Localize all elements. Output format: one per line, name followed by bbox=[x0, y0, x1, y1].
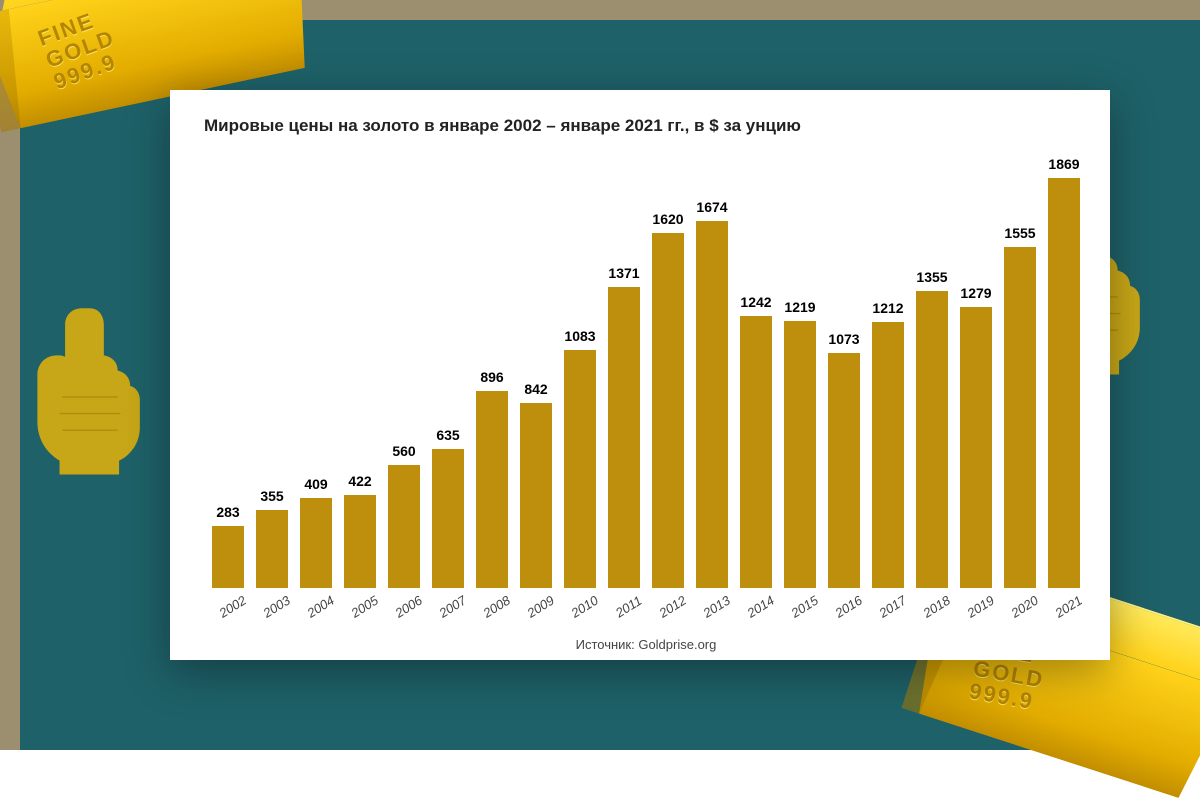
bar-value-label: 1620 bbox=[652, 211, 683, 227]
bar-rect bbox=[872, 322, 904, 588]
bar-value-label: 1869 bbox=[1048, 156, 1079, 172]
bar-rect bbox=[608, 287, 640, 588]
x-axis-label: 2012 bbox=[651, 589, 695, 624]
bar-rect bbox=[564, 350, 596, 588]
bar-value-label: 1219 bbox=[784, 299, 815, 315]
x-axis-label: 2005 bbox=[343, 589, 387, 624]
bar-value-label: 1355 bbox=[916, 269, 947, 285]
bar-value-label: 842 bbox=[524, 381, 547, 397]
bar-rect bbox=[432, 449, 464, 588]
bar-2004: 409 bbox=[295, 150, 337, 588]
bar-2016: 1073 bbox=[823, 150, 865, 588]
x-axis-label: 2021 bbox=[1047, 589, 1091, 624]
bar-rect bbox=[256, 510, 288, 588]
bar-value-label: 635 bbox=[436, 427, 459, 443]
x-axis-label: 2002 bbox=[211, 589, 255, 624]
bar-2009: 842 bbox=[515, 150, 557, 588]
bar-rect bbox=[1048, 178, 1080, 588]
bar-2015: 1219 bbox=[779, 150, 821, 588]
bar-2021: 1869 bbox=[1043, 150, 1085, 588]
x-axis-label: 2014 bbox=[739, 589, 783, 624]
bar-2018: 1355 bbox=[911, 150, 953, 588]
bar-value-label: 1279 bbox=[960, 285, 991, 301]
bar-value-label: 409 bbox=[304, 476, 327, 492]
bar-2006: 560 bbox=[383, 150, 425, 588]
x-axis-label: 2008 bbox=[475, 589, 519, 624]
bar-value-label: 355 bbox=[260, 488, 283, 504]
bar-rect bbox=[388, 465, 420, 588]
bar-rect bbox=[652, 233, 684, 588]
bar-value-label: 1242 bbox=[740, 294, 771, 310]
x-axis-label: 2017 bbox=[871, 589, 915, 624]
bar-value-label: 1212 bbox=[872, 300, 903, 316]
bar-2020: 1555 bbox=[999, 150, 1041, 588]
bar-value-label: 1674 bbox=[696, 199, 727, 215]
x-axis-label: 2003 bbox=[255, 589, 299, 624]
bar-rect bbox=[212, 526, 244, 588]
bar-rect bbox=[476, 391, 508, 588]
x-axis-label: 2016 bbox=[827, 589, 871, 624]
chart-plot-area: 283 355 409 422 560 635 896 842 1083 1371 1620 1674… bbox=[204, 150, 1088, 588]
bar-2010: 1083 bbox=[559, 150, 601, 588]
bar-2017: 1212 bbox=[867, 150, 909, 588]
bar-value-label: 1555 bbox=[1004, 225, 1035, 241]
bar-rect bbox=[1004, 247, 1036, 588]
bar-2003: 355 bbox=[251, 150, 293, 588]
chart-x-axis: 2002200320042005200620072008200920102011… bbox=[204, 588, 1088, 613]
x-axis-label: 2018 bbox=[915, 589, 959, 624]
bar-value-label: 283 bbox=[216, 504, 239, 520]
bar-value-label: 1073 bbox=[828, 331, 859, 347]
bar-value-label: 896 bbox=[480, 369, 503, 385]
x-axis-label: 2019 bbox=[959, 589, 1003, 624]
x-axis-label: 2010 bbox=[563, 589, 607, 624]
bar-rect bbox=[344, 495, 376, 588]
bar-2019: 1279 bbox=[955, 150, 997, 588]
x-axis-label: 2015 bbox=[783, 589, 827, 624]
x-axis-label: 2007 bbox=[431, 589, 475, 624]
bar-2002: 283 bbox=[207, 150, 249, 588]
bar-rect bbox=[960, 307, 992, 588]
chart-card: Мировые цены на золото в январе 2002 – я… bbox=[170, 90, 1110, 660]
bar-value-label: 560 bbox=[392, 443, 415, 459]
hand-pointing-left bbox=[20, 300, 160, 480]
bar-rect bbox=[696, 221, 728, 588]
bar-rect bbox=[784, 321, 816, 588]
x-axis-label: 2004 bbox=[299, 589, 343, 624]
bar-2013: 1674 bbox=[691, 150, 733, 588]
x-axis-label: 2020 bbox=[1003, 589, 1047, 624]
bar-2011: 1371 bbox=[603, 150, 645, 588]
chart-source: Источник: Goldprise.org bbox=[204, 637, 1088, 652]
bar-rect bbox=[300, 498, 332, 588]
bar-2007: 635 bbox=[427, 150, 469, 588]
bar-value-label: 422 bbox=[348, 473, 371, 489]
x-axis-label: 2013 bbox=[695, 589, 739, 624]
bar-rect bbox=[916, 291, 948, 588]
bar-rect bbox=[520, 403, 552, 588]
x-axis-label: 2011 bbox=[607, 589, 651, 624]
bar-2012: 1620 bbox=[647, 150, 689, 588]
bar-value-label: 1083 bbox=[564, 328, 595, 344]
x-axis-label: 2006 bbox=[387, 589, 431, 624]
bar-2008: 896 bbox=[471, 150, 513, 588]
x-axis-label: 2009 bbox=[519, 589, 563, 624]
bar-rect bbox=[740, 316, 772, 588]
chart-title: Мировые цены на золото в январе 2002 – я… bbox=[204, 116, 1088, 136]
bar-2014: 1242 bbox=[735, 150, 777, 588]
bar-value-label: 1371 bbox=[608, 265, 639, 281]
bar-rect bbox=[828, 353, 860, 588]
bar-2005: 422 bbox=[339, 150, 381, 588]
